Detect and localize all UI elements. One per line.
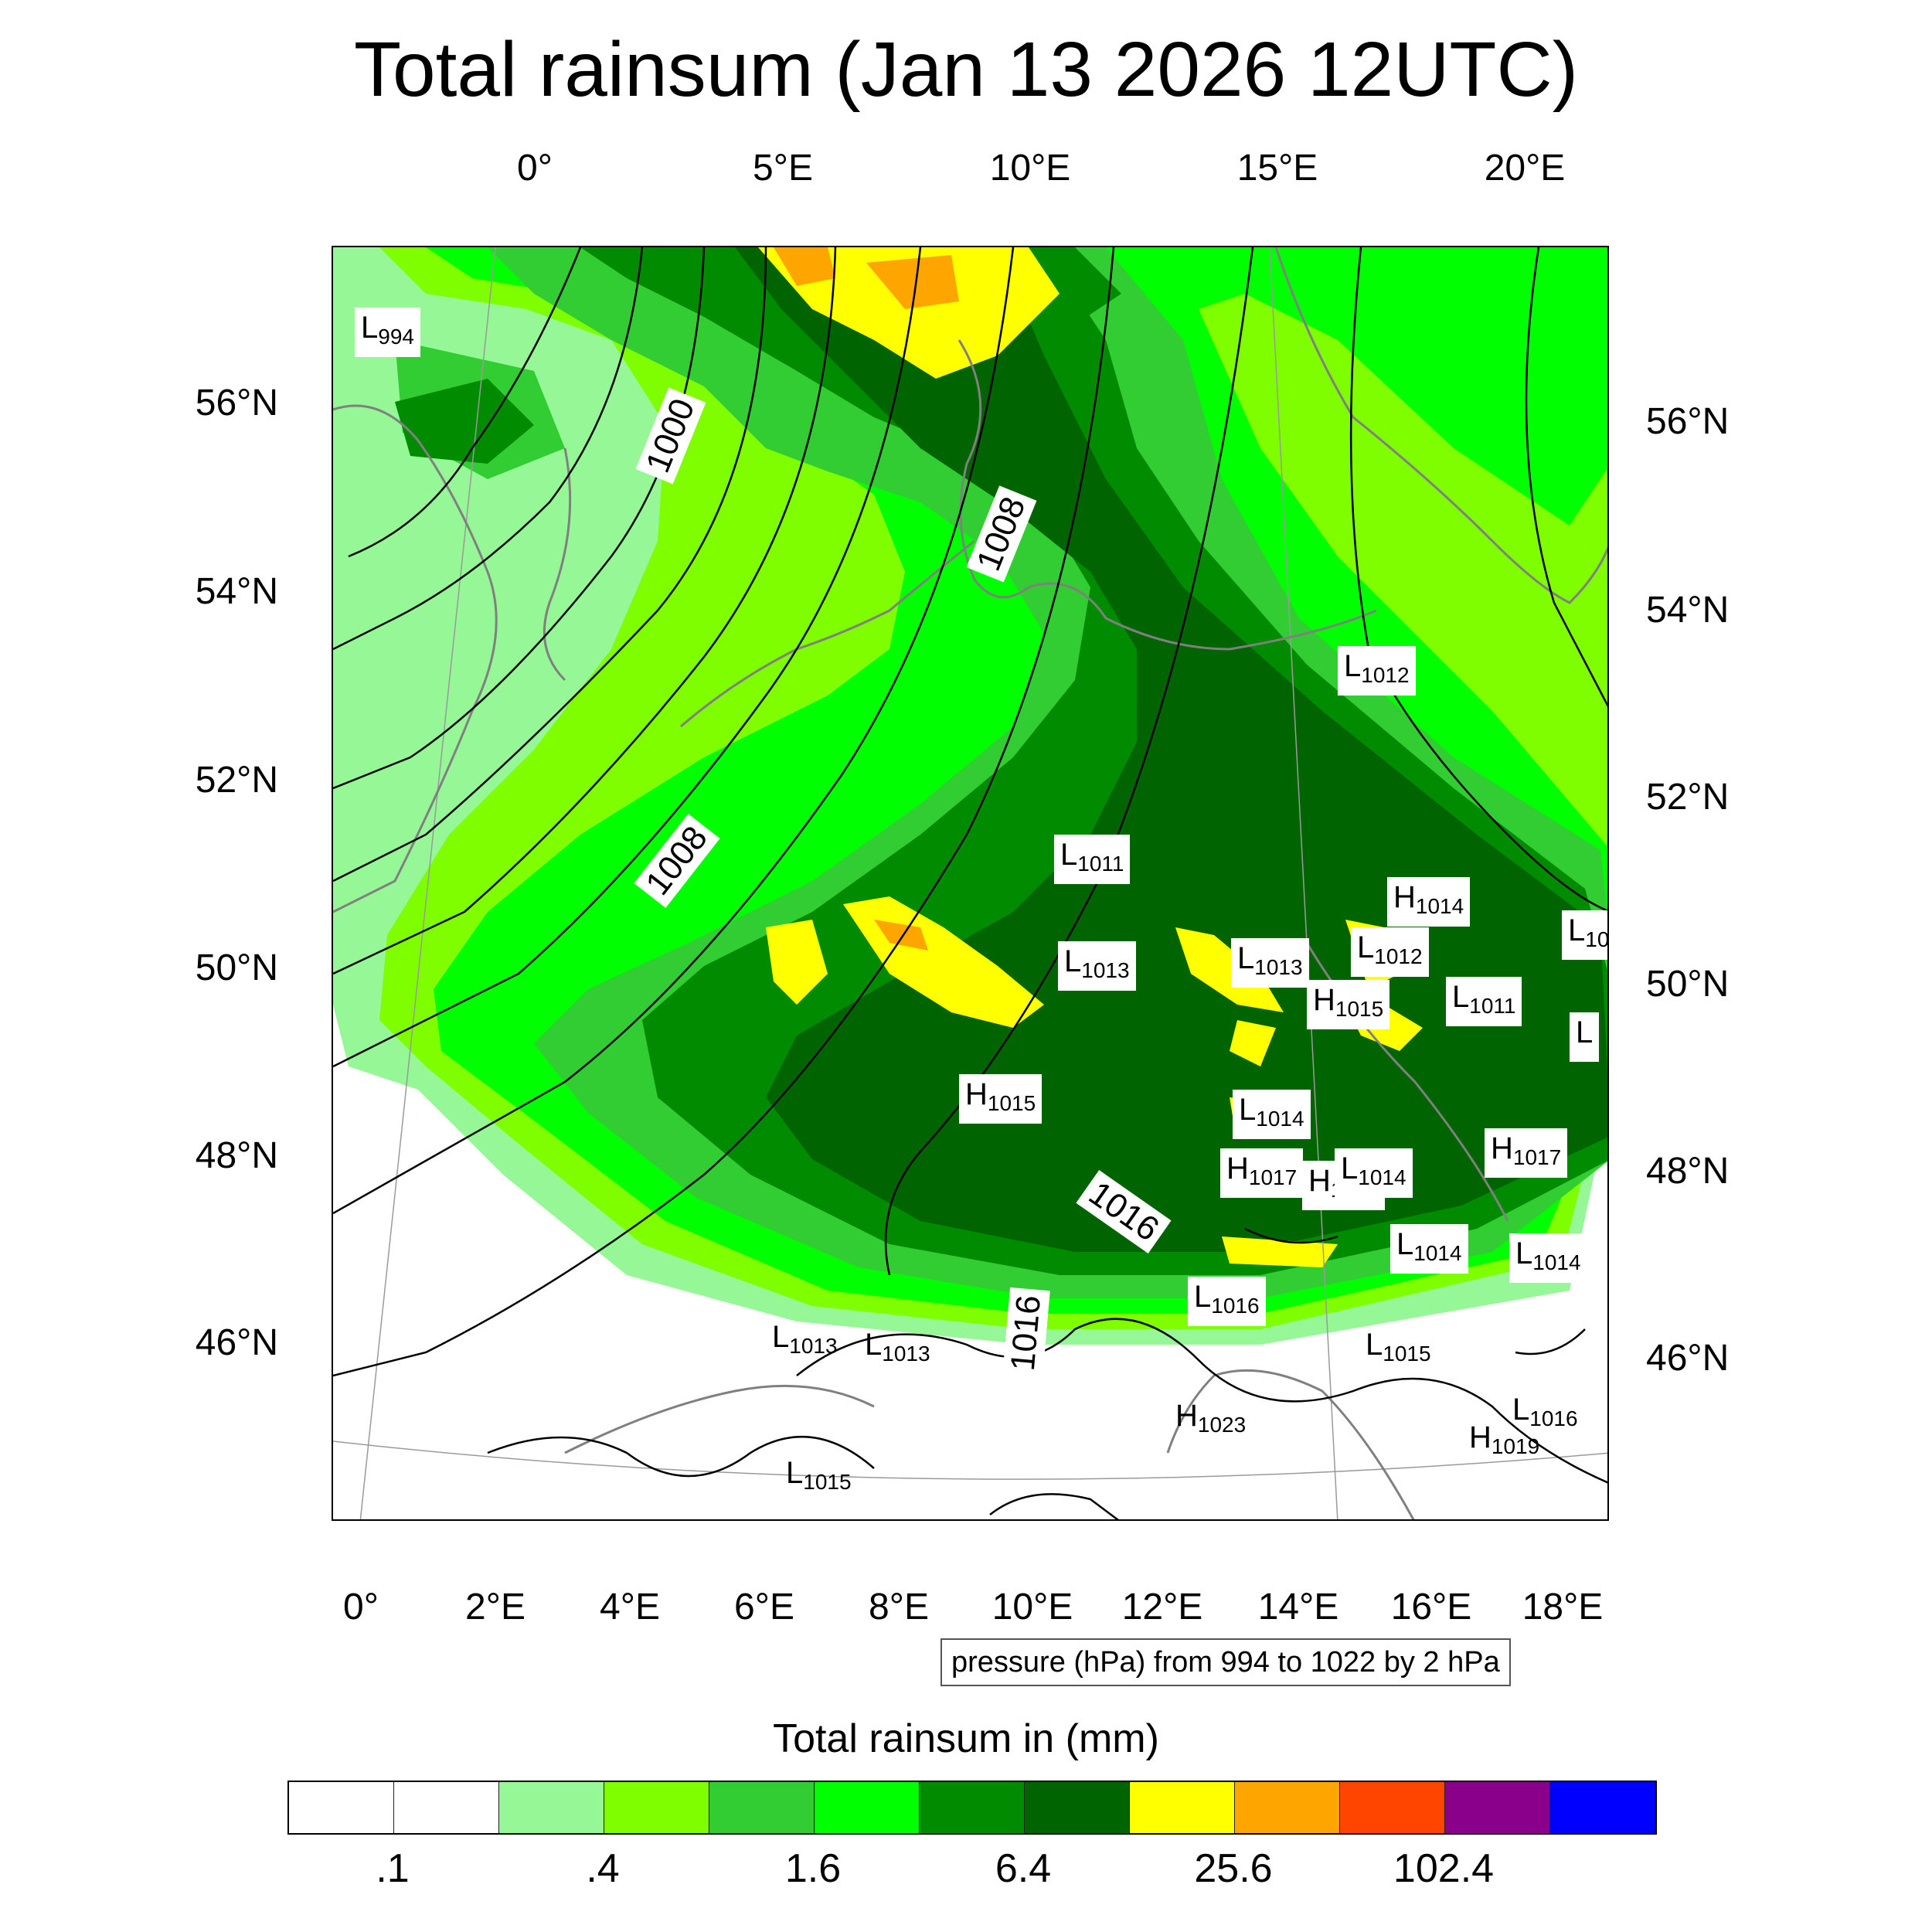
left-lat-tick: 52°N xyxy=(195,760,278,801)
colorbar-swatch xyxy=(394,1782,499,1833)
colorbar-label: 25.6 xyxy=(1194,1846,1273,1891)
colorbar-title: Total rainsum in (mm) xyxy=(773,1716,1159,1761)
pressure-high: H1015 xyxy=(1307,980,1390,1029)
pressure-low: L1011 xyxy=(1054,835,1131,884)
bottom-lon-tick: 14°E xyxy=(1257,1587,1339,1628)
pressure-low: L1016 xyxy=(1188,1277,1266,1326)
pressure-high: H1017 xyxy=(1485,1128,1568,1178)
colorbar-swatch xyxy=(920,1782,1025,1833)
top-lon-tick: 15°E xyxy=(1236,148,1318,189)
right-lat-tick: 50°N xyxy=(1646,964,1730,1005)
colorbar xyxy=(287,1781,1657,1835)
bottom-lon-tick: 16°E xyxy=(1390,1587,1472,1628)
bottom-lon-tick: 0° xyxy=(343,1587,379,1628)
map-plot-area: 1000 1008 1008 1016 1016 L994 L1012 L101… xyxy=(332,246,1609,1521)
map-title: Total rainsum (Jan 13 2026 12UTC) xyxy=(353,26,1579,113)
left-lat-tick: 50°N xyxy=(195,947,278,988)
bottom-lon-tick: 8°E xyxy=(869,1587,929,1628)
pressure-low: L1015 xyxy=(1366,1328,1431,1366)
right-lat-tick: 46°N xyxy=(1646,1338,1730,1379)
colorbar-label: .4 xyxy=(586,1846,620,1891)
colorbar-label: 6.4 xyxy=(995,1846,1052,1891)
pressure-low: L1013 xyxy=(865,1328,930,1366)
left-lat-tick: 54°N xyxy=(195,571,278,612)
colorbar-label: 102.4 xyxy=(1393,1846,1495,1891)
pressure-low: L1013 xyxy=(1058,941,1136,991)
graticule-lines xyxy=(333,247,1607,1519)
pressure-low: L1014 xyxy=(1233,1090,1311,1139)
colorbar-swatch xyxy=(1445,1782,1550,1833)
pressure-high: H1015 xyxy=(959,1074,1043,1124)
colorbar-label: 1.6 xyxy=(784,1846,842,1891)
pressure-low: L1013 xyxy=(1231,938,1309,988)
pressure-high: H1017 xyxy=(1220,1148,1304,1198)
colorbar-swatch xyxy=(709,1782,815,1833)
pressure-high: H1014 xyxy=(1387,877,1471,927)
colorbar-swatch xyxy=(289,1782,394,1833)
colorbar-swatch xyxy=(1025,1782,1130,1833)
pressure-low: L10 xyxy=(1562,910,1607,960)
colorbar-swatch xyxy=(1340,1782,1445,1833)
pressure-high: H1019 xyxy=(1469,1420,1540,1458)
colorbar-swatch xyxy=(604,1782,709,1833)
bottom-lon-tick: 6°E xyxy=(734,1587,794,1628)
top-lon-tick: 20°E xyxy=(1484,148,1566,189)
right-lat-tick: 56°N xyxy=(1646,401,1730,442)
colorbar-swatch xyxy=(1550,1782,1655,1833)
colorbar-swatch xyxy=(499,1782,604,1833)
pressure-low: L1014 xyxy=(1390,1224,1468,1274)
isobar-label: 1016 xyxy=(1002,1287,1050,1379)
pressure-low: L1014 xyxy=(1335,1148,1413,1198)
contour-info-box: pressure (hPa) from 994 to 1022 by 2 hPa xyxy=(940,1638,1511,1686)
pressure-low: L994 xyxy=(355,308,420,357)
bottom-lon-tick: 4°E xyxy=(600,1587,660,1628)
pressure-low: L1011 xyxy=(1446,977,1522,1026)
pressure-low: L xyxy=(1570,1012,1600,1062)
bottom-lon-tick: 10°E xyxy=(992,1587,1073,1628)
right-lat-tick: 52°N xyxy=(1646,777,1730,818)
top-lon-tick: 0° xyxy=(517,148,553,189)
isobars xyxy=(333,247,1607,1519)
colorbar-swatch xyxy=(815,1782,920,1833)
pressure-low: L1012 xyxy=(1338,646,1416,696)
colorbar-swatch xyxy=(1235,1782,1340,1833)
bottom-lon-tick: 12°E xyxy=(1121,1587,1203,1628)
right-lat-tick: 54°N xyxy=(1646,590,1730,631)
right-lat-tick: 48°N xyxy=(1646,1151,1730,1192)
left-lat-tick: 48°N xyxy=(195,1135,278,1176)
pressure-low: L1012 xyxy=(1351,927,1429,977)
bottom-lon-tick: 18°E xyxy=(1522,1587,1604,1628)
colorbar-swatch xyxy=(1130,1782,1235,1833)
top-lon-tick: 5°E xyxy=(753,148,813,189)
pressure-high: H1023 xyxy=(1175,1399,1247,1437)
pressure-low: L1015 xyxy=(786,1456,852,1494)
left-lat-tick: 46°N xyxy=(195,1322,278,1363)
precip-field-orange xyxy=(774,247,959,951)
bottom-lon-tick: 2°E xyxy=(465,1587,526,1628)
pressure-low: L1016 xyxy=(1512,1393,1578,1430)
pressure-low: L1013 xyxy=(772,1320,838,1358)
top-lon-tick: 10°E xyxy=(989,148,1071,189)
pressure-low: L1014 xyxy=(1509,1233,1587,1283)
left-lat-tick: 56°N xyxy=(195,383,278,423)
colorbar-label: .1 xyxy=(376,1846,410,1891)
